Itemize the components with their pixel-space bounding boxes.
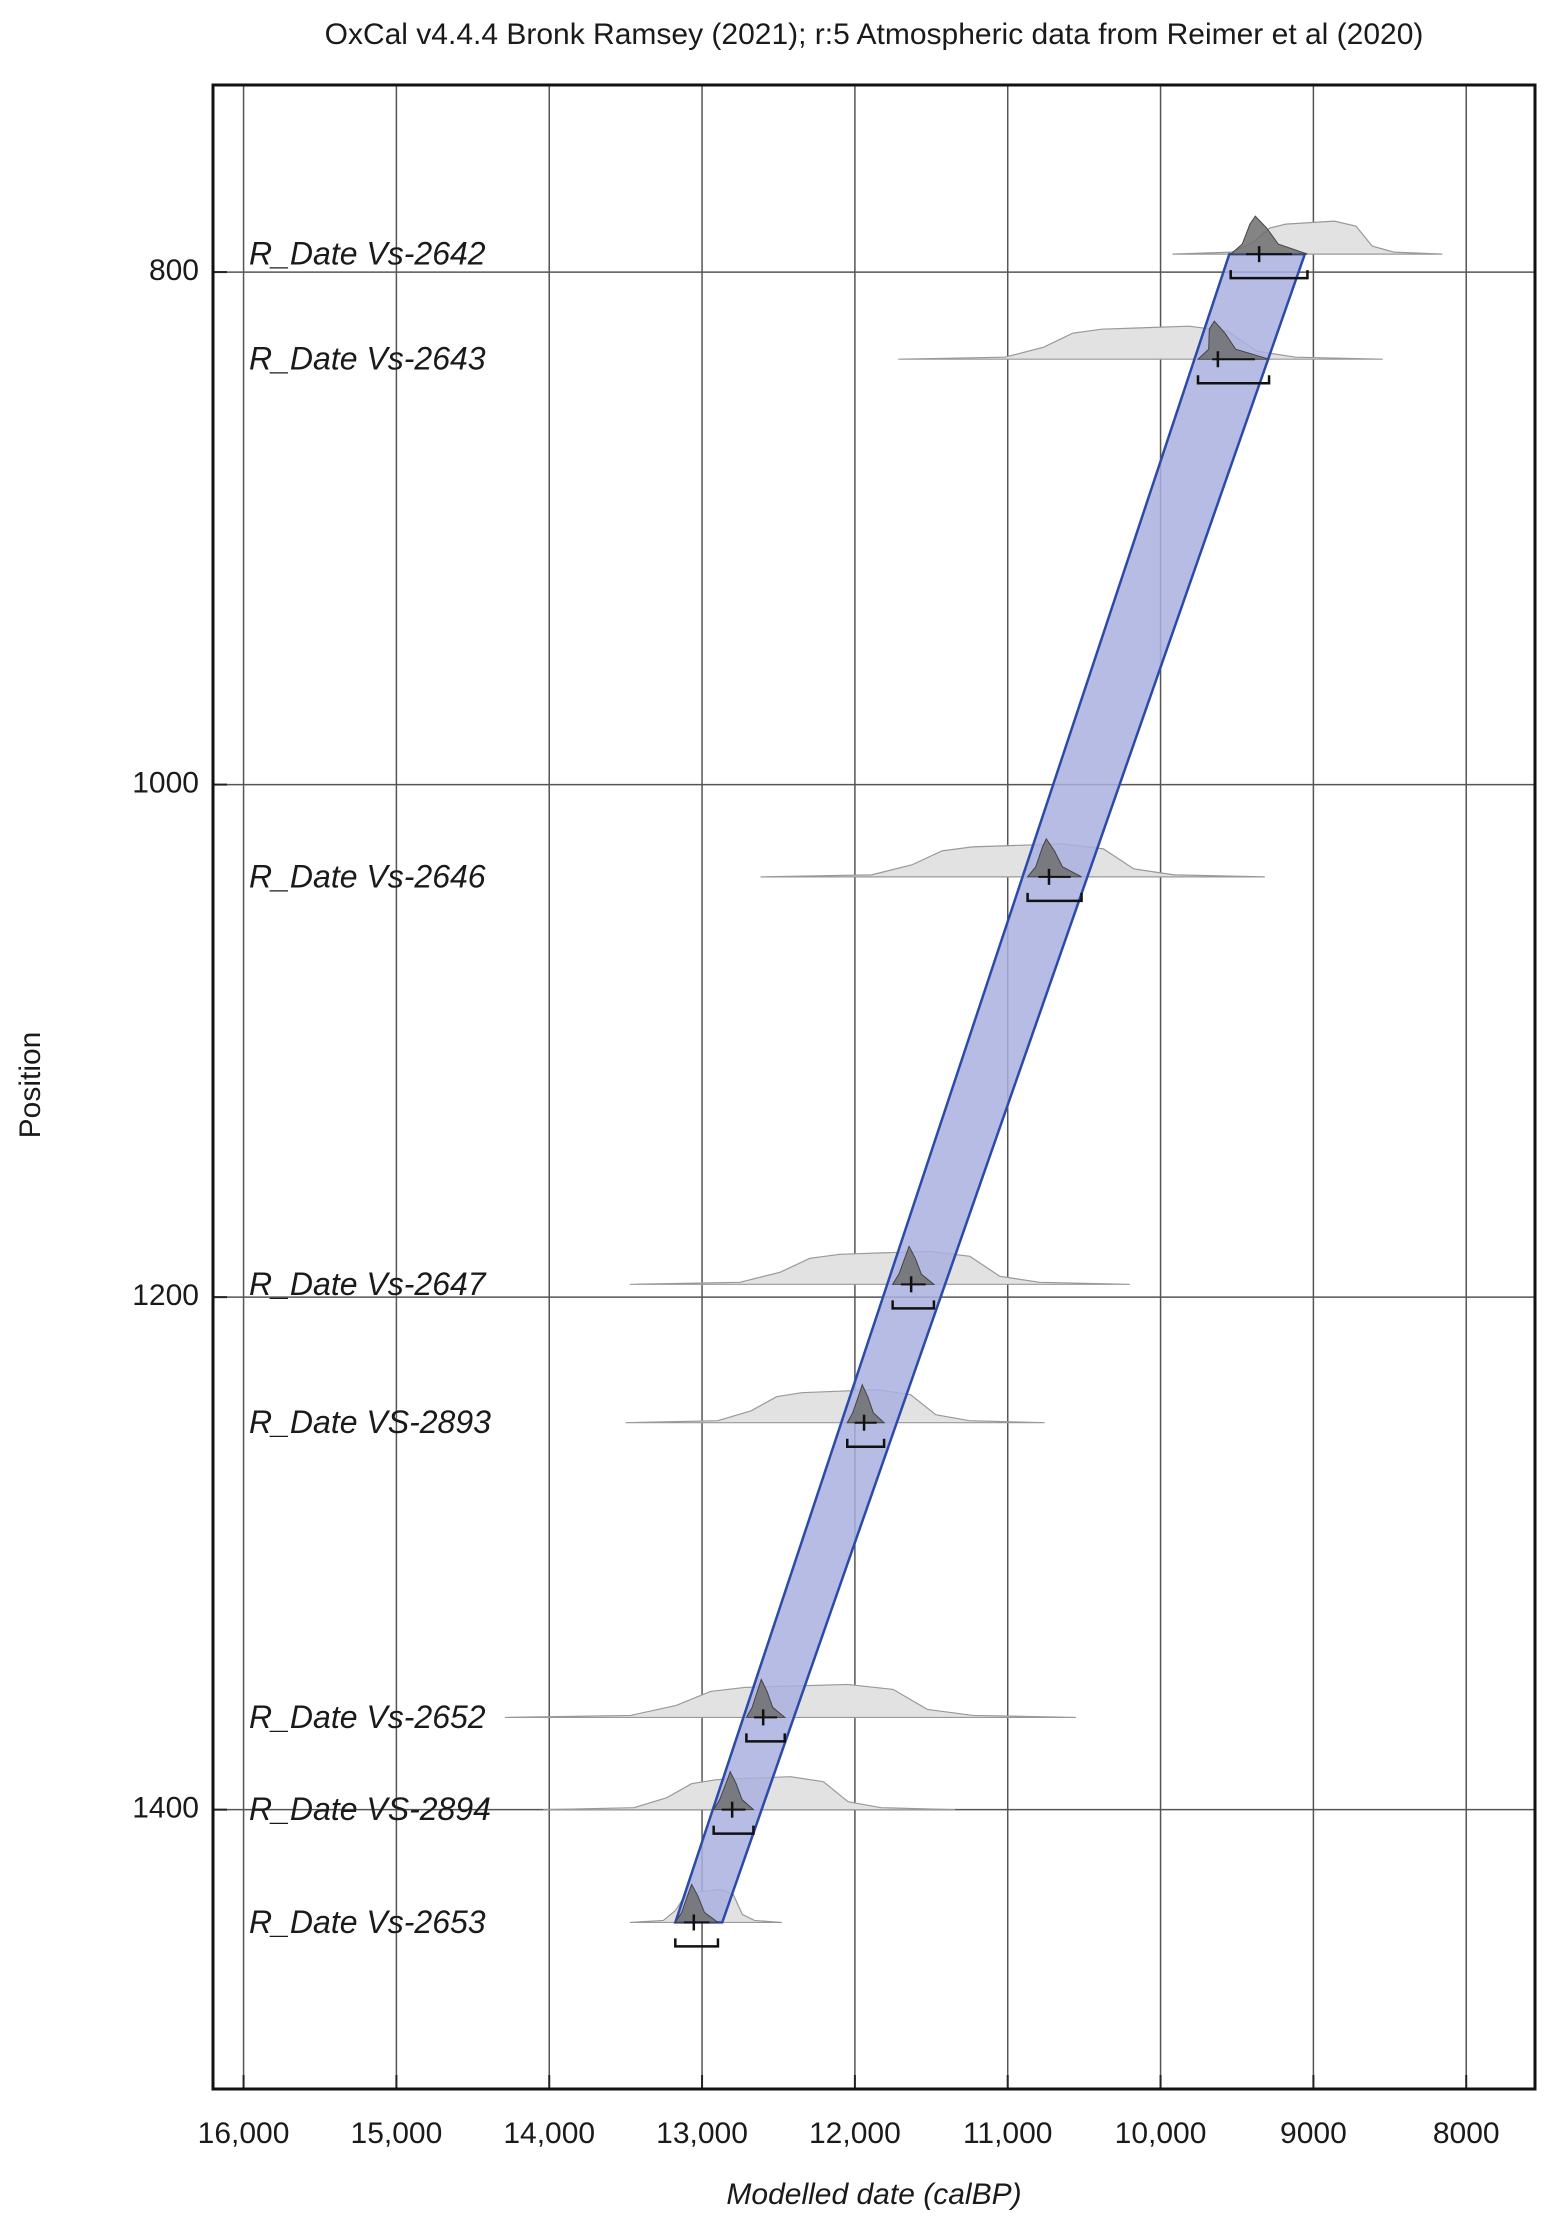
posterior — [745, 1678, 787, 1718]
range-bracket — [846, 1438, 886, 1448]
chart-title: OxCal v4.4.4 Bronk Ramsey (2021); r:5 At… — [325, 18, 1424, 51]
likelihood — [898, 325, 1383, 360]
x-tick-label: 10,000 — [1115, 2117, 1207, 2150]
posterior — [1229, 215, 1308, 255]
posterior — [846, 1383, 886, 1424]
x-tick-label: 16,000 — [198, 2117, 290, 2150]
x-tick-label: 12,000 — [809, 2117, 901, 2150]
posterior — [1196, 320, 1270, 360]
x-tick-label: 11,000 — [963, 2117, 1053, 2150]
range-bracket — [1196, 375, 1271, 385]
date-label: R_Date Vs-2653 — [249, 1904, 486, 1940]
x-tick-label: 14,000 — [503, 2117, 595, 2150]
date-label: R_Date VS-2894 — [249, 1791, 491, 1827]
plot-frame — [211, 83, 1537, 2091]
range-bracket — [745, 1733, 786, 1743]
range-bracket — [891, 1300, 936, 1310]
x-tick-label: 15,000 — [351, 2117, 443, 2150]
x-axis-label: Modelled date (calBP) — [726, 2178, 1021, 2211]
posterior — [891, 1245, 936, 1285]
y-tick-label: 1000 — [132, 767, 199, 800]
date-label: R_Date Vs-2642 — [249, 236, 486, 272]
x-tick-label: 13,000 — [656, 2117, 748, 2150]
date-label: R_Date Vs-2643 — [249, 341, 486, 377]
range-bracket — [712, 1825, 755, 1835]
range-bracket — [674, 1938, 720, 1948]
date-label: R_Date Vs-2646 — [249, 858, 486, 894]
x-tick-label: 9000 — [1280, 2117, 1347, 2150]
y-tick-label: 800 — [149, 254, 199, 287]
range-bracket — [1026, 892, 1083, 903]
y-tick-label: 1400 — [132, 1792, 199, 1825]
date-label: R_Date VS-2893 — [249, 1404, 491, 1440]
x-tick-label: 8000 — [1433, 2117, 1500, 2150]
y-tick-label: 1200 — [132, 1279, 199, 1312]
range-bracket — [1229, 270, 1309, 280]
y-axis-label: Position — [14, 1032, 47, 1139]
date-label: R_Date Vs-2652 — [249, 1699, 486, 1735]
posterior — [1026, 837, 1082, 878]
posterior — [674, 1883, 720, 1923]
date-label: R_Date Vs-2647 — [249, 1266, 487, 1302]
posterior — [712, 1770, 755, 1811]
